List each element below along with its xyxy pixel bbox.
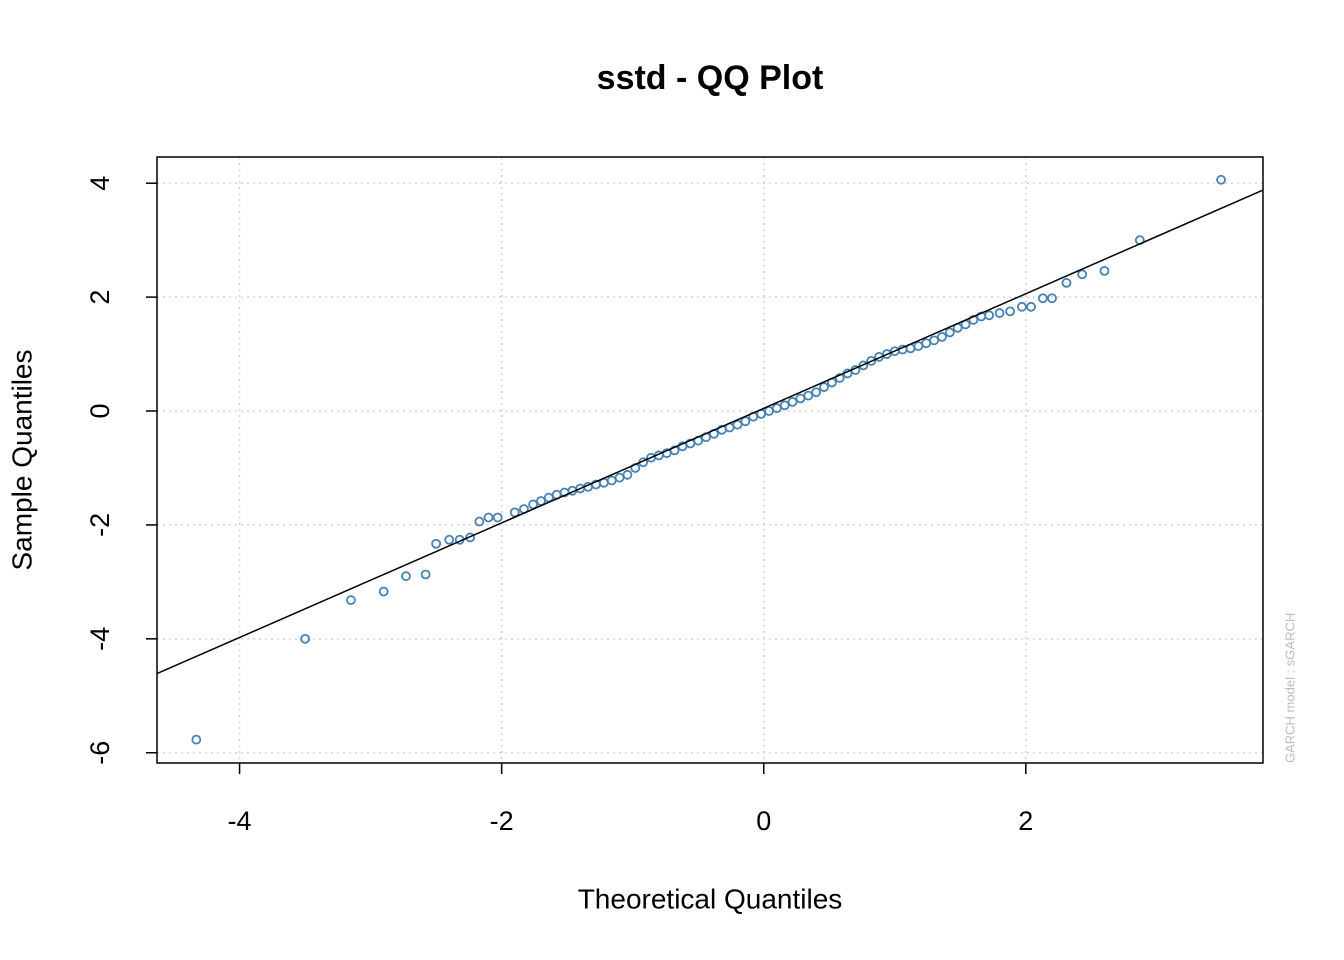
x-tick-label: -2 bbox=[490, 806, 514, 836]
point bbox=[740, 416, 751, 427]
plot-frame bbox=[156, 156, 1264, 764]
point bbox=[1077, 269, 1088, 280]
point bbox=[492, 512, 503, 523]
y-tick-label: 4 bbox=[85, 176, 115, 191]
y-tick-label: -2 bbox=[85, 513, 115, 537]
y-tick-label: -4 bbox=[85, 627, 115, 651]
y-axis-label: Sample Quantiles bbox=[6, 349, 37, 570]
x-axis-label: Theoretical Quantiles bbox=[578, 883, 843, 914]
point bbox=[1026, 301, 1036, 312]
point bbox=[622, 469, 633, 480]
point bbox=[811, 387, 822, 398]
point bbox=[474, 516, 485, 527]
point bbox=[803, 390, 814, 401]
point bbox=[378, 586, 389, 597]
point bbox=[346, 595, 356, 606]
point bbox=[921, 338, 932, 349]
point bbox=[444, 534, 455, 545]
point bbox=[779, 400, 790, 411]
point bbox=[191, 734, 202, 745]
x-tick-label: 2 bbox=[1018, 806, 1033, 836]
point bbox=[937, 332, 947, 342]
point bbox=[1037, 293, 1048, 304]
point bbox=[787, 397, 798, 407]
chart-title: sstd - QQ Plot bbox=[597, 59, 824, 97]
point bbox=[669, 445, 680, 456]
point bbox=[1216, 174, 1226, 185]
y-tick-label: 2 bbox=[85, 290, 115, 305]
x-tick-label: -4 bbox=[228, 806, 252, 836]
point bbox=[420, 569, 431, 580]
point bbox=[465, 532, 476, 543]
point bbox=[866, 355, 877, 366]
point bbox=[795, 393, 806, 404]
point bbox=[300, 633, 310, 644]
point bbox=[834, 373, 845, 383]
point bbox=[401, 571, 411, 582]
point bbox=[614, 472, 625, 483]
point bbox=[764, 406, 774, 416]
point bbox=[994, 308, 1005, 318]
point bbox=[984, 310, 995, 321]
point bbox=[1016, 301, 1027, 312]
point bbox=[858, 360, 869, 371]
point bbox=[1005, 306, 1015, 317]
point bbox=[483, 512, 494, 523]
y-tick-label: 0 bbox=[85, 404, 115, 419]
point bbox=[732, 419, 743, 430]
point bbox=[1047, 293, 1057, 304]
point bbox=[1099, 266, 1110, 276]
point bbox=[929, 335, 939, 346]
point bbox=[944, 327, 955, 338]
y-tick-label: -6 bbox=[85, 741, 115, 765]
x-tick-label: 0 bbox=[756, 806, 771, 836]
point bbox=[913, 341, 924, 351]
reference-line bbox=[157, 189, 1263, 675]
point bbox=[431, 538, 442, 549]
watermark: GARCH model : sGARCH bbox=[1282, 613, 1297, 763]
point bbox=[1061, 277, 1072, 288]
point bbox=[819, 382, 829, 392]
point bbox=[606, 475, 617, 486]
